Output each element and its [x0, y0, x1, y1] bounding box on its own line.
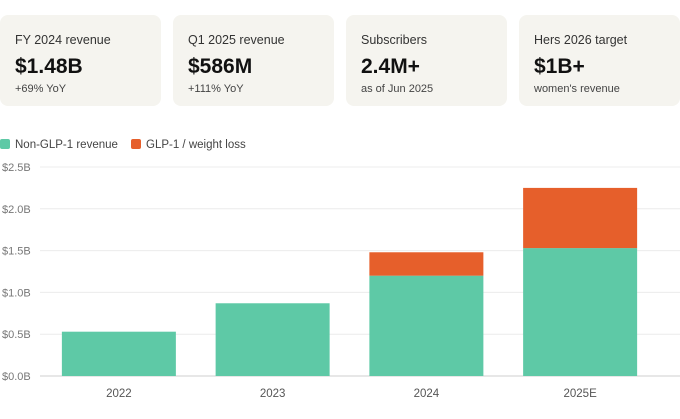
y-tick-label: $0.5B [2, 329, 31, 341]
stat-label: Q1 2025 revenue [188, 33, 285, 47]
y-tick-label: $1.0B [2, 287, 31, 299]
legend-swatch-non-glp1 [0, 139, 10, 149]
stat-sub: +111% YoY [188, 83, 244, 95]
stat-sub: women's revenue [534, 83, 620, 95]
stat-card-hers-2026-target: Hers 2026 target $1B+ women's revenue [519, 15, 680, 106]
bar-non-glp1 [61, 331, 176, 376]
stat-label: FY 2024 revenue [15, 33, 111, 47]
stat-card-q1-2025-revenue: Q1 2025 revenue $586M +111% YoY [173, 15, 334, 106]
y-tick-label: $0.0B [2, 371, 31, 383]
bar-glp1 [369, 252, 484, 276]
stat-label: Subscribers [361, 33, 427, 47]
bar-non-glp1 [215, 303, 330, 376]
legend-swatch-glp1 [131, 139, 141, 149]
legend-item-glp1: GLP-1 / weight loss [131, 138, 246, 152]
x-tick-label: 2025E [563, 388, 597, 400]
stat-sub: as of Jun 2025 [361, 83, 434, 95]
bar-non-glp1 [369, 275, 484, 376]
y-tick-label: $1.5B [2, 246, 31, 258]
legend-label-non-glp1: Non-GLP-1 revenue [15, 139, 118, 151]
legend-item-non-glp1: Non-GLP-1 revenue [0, 138, 118, 152]
bar-glp1 [523, 187, 638, 249]
stat-card-fy2024-revenue: FY 2024 revenue $1.48B +69% YoY [0, 15, 161, 106]
legend-label-glp1: GLP-1 / weight loss [146, 139, 246, 151]
y-tick-label: $2.5B [2, 162, 31, 174]
stat-cards: FY 2024 revenue $1.48B +69% YoY Q1 2025 … [0, 15, 680, 106]
stat-sub: +69% YoY [15, 83, 67, 95]
bar-non-glp1 [523, 248, 638, 376]
stat-card-subscribers: Subscribers 2.4M+ as of Jun 2025 [346, 15, 507, 106]
stat-value: 2.4M+ [361, 55, 420, 78]
stat-label: Hers 2026 target [534, 33, 628, 47]
x-tick-label: 2024 [414, 388, 440, 400]
y-tick-label: $2.0B [2, 204, 31, 216]
revenue-stacked-bar-chart: $0.0B $0.5B $1.0B $1.5B $2.0B $2.5B 2022 2023 20… [2, 162, 680, 400]
stat-value: $1B+ [534, 55, 585, 78]
stat-value: $586M [188, 55, 253, 78]
stat-value: $1.48B [15, 55, 83, 78]
x-tick-label: 2022 [106, 388, 132, 400]
x-tick-label: 2023 [260, 388, 286, 400]
